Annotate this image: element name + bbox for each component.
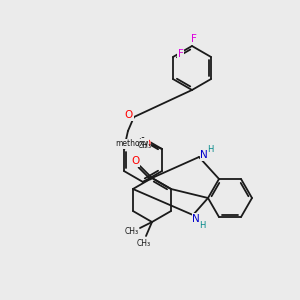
Text: F: F [178,49,184,59]
Text: CH₃: CH₃ [138,140,152,149]
Text: H: H [199,220,205,230]
Text: N: N [200,150,208,160]
Text: methoxy: methoxy [116,140,149,148]
Text: N: N [192,214,200,224]
Text: F: F [191,34,197,44]
Text: O: O [142,139,150,149]
Text: CH₃: CH₃ [125,227,139,236]
Text: H: H [207,146,213,154]
Text: CH₃: CH₃ [137,239,151,248]
Text: O: O [125,110,133,120]
Text: O: O [131,156,139,166]
